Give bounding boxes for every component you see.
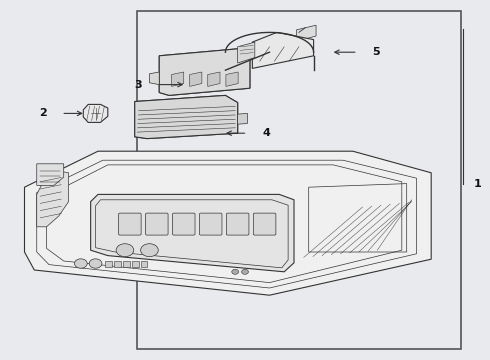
Polygon shape — [91, 194, 294, 272]
Polygon shape — [37, 171, 69, 227]
Bar — [123, 261, 130, 267]
Polygon shape — [159, 49, 250, 95]
Bar — [132, 261, 139, 267]
Text: 2: 2 — [39, 108, 47, 118]
Circle shape — [89, 259, 102, 268]
Bar — [114, 261, 121, 267]
Text: 3: 3 — [134, 80, 142, 90]
Polygon shape — [149, 72, 159, 85]
Circle shape — [116, 244, 134, 257]
Text: 4: 4 — [262, 128, 270, 138]
Polygon shape — [226, 72, 238, 86]
Polygon shape — [159, 49, 250, 95]
Circle shape — [232, 269, 239, 274]
Circle shape — [74, 259, 87, 268]
Polygon shape — [296, 25, 316, 41]
Polygon shape — [24, 151, 431, 295]
FancyBboxPatch shape — [172, 213, 195, 235]
Polygon shape — [83, 104, 108, 122]
Polygon shape — [37, 164, 64, 185]
Text: 5: 5 — [372, 47, 380, 57]
FancyBboxPatch shape — [253, 213, 276, 235]
FancyBboxPatch shape — [199, 213, 222, 235]
Bar — [137, 11, 461, 349]
FancyBboxPatch shape — [119, 213, 141, 235]
Polygon shape — [135, 95, 238, 139]
Polygon shape — [190, 72, 202, 86]
FancyBboxPatch shape — [146, 213, 168, 235]
Circle shape — [242, 269, 248, 274]
Polygon shape — [172, 72, 184, 86]
Bar — [105, 261, 112, 267]
Circle shape — [141, 244, 158, 257]
Polygon shape — [238, 42, 255, 63]
Text: 1: 1 — [474, 179, 482, 189]
Bar — [141, 261, 147, 267]
Polygon shape — [238, 113, 247, 124]
Polygon shape — [135, 95, 238, 139]
FancyBboxPatch shape — [226, 213, 249, 235]
Polygon shape — [252, 32, 314, 68]
Polygon shape — [208, 72, 220, 86]
